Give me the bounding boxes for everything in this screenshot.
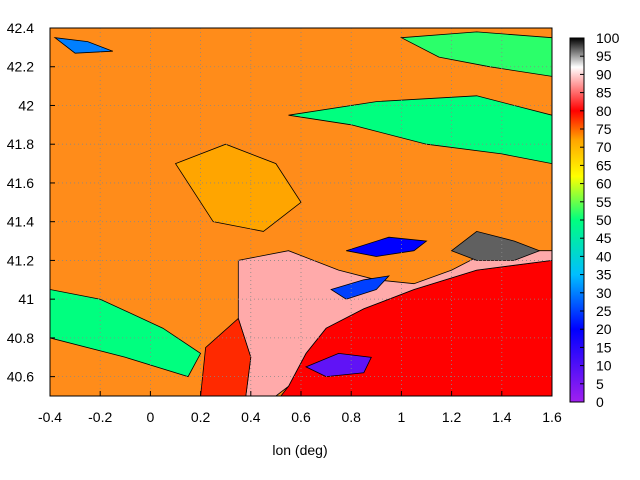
colorbar-tick-label: 10 bbox=[596, 358, 612, 374]
colorbar-tick-label: 35 bbox=[596, 267, 612, 283]
x-axis-label: lon (deg) bbox=[272, 442, 327, 458]
x-tick-label: 0.4 bbox=[241, 409, 261, 425]
x-tick-label: 0.8 bbox=[341, 409, 361, 425]
y-tick-label: 40.8 bbox=[7, 330, 34, 346]
colorbar-tick-label: 25 bbox=[596, 303, 612, 319]
y-tick-label: 42.2 bbox=[7, 59, 34, 75]
colorbar-tick-label: 45 bbox=[596, 230, 612, 246]
region-blue-band bbox=[346, 236, 428, 257]
x-tick-label: -0.2 bbox=[88, 409, 112, 425]
colorbar-tick-label: 55 bbox=[596, 194, 612, 210]
x-tick-label: 1.4 bbox=[492, 409, 512, 425]
region-dark-cape bbox=[450, 230, 541, 261]
colorbar-tick-label: 50 bbox=[596, 212, 612, 228]
colorbar-tick-label: 60 bbox=[596, 176, 612, 192]
colorbar-ticks: 0 5 10 15 20 25 30 35 40 45 50 55 60 65 70 75 80 85 90 95 10… bbox=[580, 30, 620, 410]
colorbar-tick-label: 85 bbox=[596, 85, 612, 101]
colorbar-tick-label: 100 bbox=[596, 30, 620, 46]
y-tick-label: 41.2 bbox=[7, 252, 34, 268]
region-northwest-blue bbox=[53, 37, 113, 54]
y-tick-label: 41.8 bbox=[7, 136, 34, 152]
region-northeast-green bbox=[399, 31, 552, 77]
regions-layer bbox=[50, 31, 552, 396]
x-tick-label: 1.6 bbox=[542, 409, 562, 425]
x-axis-ticks: -0.4 -0.2 0 0.2 0.4 0.6 0.8 1 1.2 1.4 1.6 bbox=[38, 391, 562, 425]
colorbar-tick-label: 15 bbox=[596, 339, 612, 355]
x-tick-label: 0.2 bbox=[191, 409, 211, 425]
region-north-green bbox=[288, 95, 552, 165]
y-tick-label: 41.4 bbox=[7, 214, 34, 230]
x-tick-label: 1.2 bbox=[442, 409, 462, 425]
colorbar-tick-label: 80 bbox=[596, 103, 612, 119]
colorbar-tick-label: 70 bbox=[596, 139, 612, 155]
colorbar-tick-label: 95 bbox=[596, 48, 612, 64]
x-tick-label: 0.6 bbox=[291, 409, 311, 425]
y-tick-label: 40.6 bbox=[7, 369, 34, 385]
colorbar-tick-label: 20 bbox=[596, 321, 612, 337]
region-blue-band-2 bbox=[330, 275, 390, 300]
plot-area bbox=[50, 28, 552, 396]
colorbar-tick-label: 90 bbox=[596, 66, 612, 82]
x-tick-label: 1 bbox=[398, 409, 406, 425]
colorbar-tick-label: 0 bbox=[596, 394, 604, 410]
x-tick-label: -0.4 bbox=[38, 409, 62, 425]
grid-layer bbox=[50, 28, 552, 396]
x-tick-label: 0 bbox=[147, 409, 155, 425]
y-axis-ticks: 40.6 40.8 41 41.2 41.4 41.6 41.8 42 42.2 42.4 bbox=[7, 20, 55, 385]
colorbar-tick-label: 30 bbox=[596, 285, 612, 301]
region-purple-blob bbox=[305, 352, 372, 378]
y-tick-label: 42.4 bbox=[7, 20, 34, 36]
region-west-green bbox=[50, 289, 202, 378]
colorbar-tick-label: 5 bbox=[596, 376, 604, 392]
y-tick-label: 41.6 bbox=[7, 175, 34, 191]
colorbar-tick-label: 75 bbox=[596, 121, 612, 137]
colorbar: 0 5 10 15 20 25 30 35 40 45 50 55 60 65 70 75 80 85 90 95 10… bbox=[569, 30, 620, 410]
y-tick-label: 42 bbox=[18, 97, 34, 113]
colorbar-tick-label: 40 bbox=[596, 248, 612, 264]
region-central-orange bbox=[174, 143, 302, 232]
colorbar-tick-label: 65 bbox=[596, 157, 612, 173]
y-tick-label: 41 bbox=[18, 291, 34, 307]
